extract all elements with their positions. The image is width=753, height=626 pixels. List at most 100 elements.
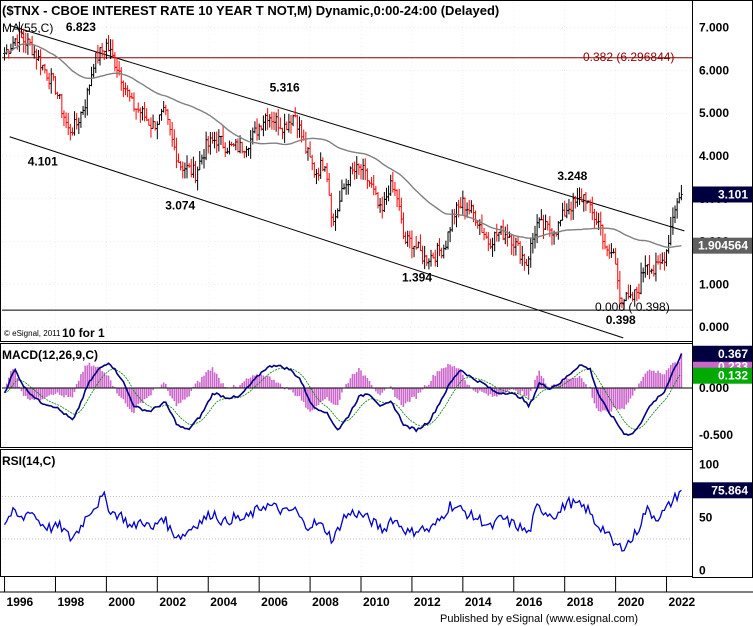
price-bar <box>194 160 197 184</box>
price-y-tick: 6.000 <box>699 63 729 77</box>
price-bar <box>493 231 497 252</box>
price-bar <box>438 238 441 257</box>
price-bar <box>582 194 586 212</box>
price-bar <box>285 121 289 131</box>
price-bar <box>588 199 592 213</box>
annotations: 6.823 5.316 4.101 3.074 1.394 3.248 0.398 <box>28 20 636 327</box>
price-bar <box>406 230 410 247</box>
price-bar <box>223 142 227 158</box>
annotation-label: 1.394 <box>402 271 432 285</box>
rsi-y-tick: 100 <box>699 458 719 472</box>
price-bar <box>191 156 195 178</box>
price-bar <box>419 234 422 252</box>
price-bar <box>567 198 571 215</box>
price-bar <box>319 152 323 179</box>
price-bar <box>605 245 609 257</box>
price-bar <box>138 107 142 123</box>
price-bar <box>158 114 161 125</box>
price-bar <box>474 210 477 226</box>
price-bar <box>448 226 452 243</box>
price-bar <box>520 245 524 266</box>
price-bar <box>559 219 562 227</box>
signal-badge-bg <box>693 367 752 384</box>
price-bar <box>281 127 284 140</box>
price-bar <box>389 174 393 196</box>
price-bar <box>183 162 187 179</box>
macd-panel-frame <box>0 343 693 448</box>
price-bar <box>249 130 253 159</box>
price-bar <box>245 145 248 158</box>
price-bar <box>495 223 499 242</box>
x-tick-label: 2008 <box>312 595 339 609</box>
macd-y-tick: 0.000 <box>699 381 729 395</box>
ma-label: MA(55,C) <box>2 21 53 35</box>
price-bar <box>49 68 53 94</box>
price-bar <box>491 237 494 257</box>
price-bar <box>529 238 533 268</box>
price-bar <box>259 125 263 131</box>
price-bar <box>663 251 666 271</box>
x-tick-label: 2022 <box>669 595 696 609</box>
price-bars <box>3 21 683 310</box>
price-bar <box>429 249 433 267</box>
price-bar <box>170 121 174 147</box>
price-bar <box>675 198 679 219</box>
channel-lines <box>9 25 685 339</box>
price-bar <box>287 113 291 133</box>
price-bar <box>321 157 325 172</box>
price-bar <box>266 107 270 130</box>
price-bar <box>221 125 225 149</box>
price-bar <box>635 286 639 302</box>
price-bar <box>641 267 645 283</box>
macd-signal-line <box>4 367 682 430</box>
price-bar <box>544 214 547 230</box>
ma-badge-text: 1.904564 <box>698 239 748 253</box>
price-bar <box>334 209 337 231</box>
x-tick-label: 2020 <box>618 595 645 609</box>
price-bar <box>255 118 259 141</box>
price-bar <box>512 235 516 256</box>
price-bar <box>427 258 431 270</box>
price-bar <box>444 240 448 251</box>
annotation-label: 3.248 <box>557 169 587 183</box>
price-bar <box>378 197 382 213</box>
price-bar <box>563 200 567 217</box>
price-bar <box>351 162 354 175</box>
x-tick-label: 2006 <box>261 595 288 609</box>
price-bar <box>646 264 649 275</box>
price-bar <box>539 209 543 221</box>
price-bar <box>160 108 163 121</box>
rsi-badge: 75.864 <box>693 482 752 499</box>
price-bar <box>102 50 106 60</box>
channel-lower-line <box>9 136 624 339</box>
price-bar <box>652 264 656 277</box>
price-bar <box>639 262 643 295</box>
price-bar <box>71 127 74 136</box>
price-bar <box>357 163 361 175</box>
price-bar <box>442 244 446 259</box>
price-bar <box>344 178 348 195</box>
price-y-tick: 5.000 <box>699 106 729 120</box>
signal-badge: 0.132 <box>693 367 752 384</box>
price-bar <box>215 131 219 154</box>
price-y-tick: 1.000 <box>699 277 729 291</box>
x-tick-label: 2018 <box>567 595 594 609</box>
price-bar <box>673 205 677 224</box>
price-bar <box>387 185 390 202</box>
price-bar <box>336 208 340 219</box>
x-tick-label: 2004 <box>210 595 237 609</box>
price-bar <box>83 99 87 118</box>
price-bar <box>561 202 564 221</box>
price-bar <box>461 190 465 215</box>
price-bar <box>363 158 367 181</box>
price-bar <box>525 259 528 266</box>
price-bar <box>656 255 660 265</box>
price-bar <box>546 221 550 231</box>
rsi-y-tick: 50 <box>699 511 713 525</box>
price-bar <box>45 69 49 81</box>
moving-average <box>4 42 682 249</box>
copyright-note: © eSignal, 2011 <box>4 329 61 338</box>
price-bar <box>332 213 335 226</box>
price-bar <box>607 244 611 259</box>
price-bar <box>179 161 183 171</box>
